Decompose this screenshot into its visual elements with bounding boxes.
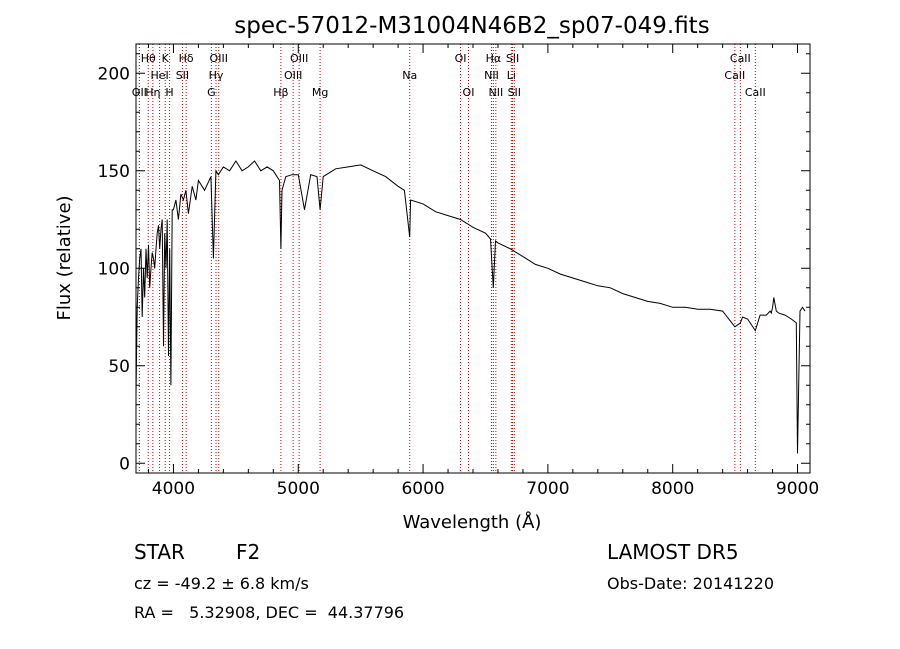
y-tick-label: 150 — [98, 162, 130, 182]
spectral-line-label: NII — [488, 86, 503, 99]
x-tick-label: 8000 — [651, 479, 694, 499]
object-class: STAR — [134, 540, 185, 564]
object-subclass: F2 — [236, 540, 261, 564]
spectral-line-label: SII — [506, 52, 519, 65]
x-tick-label: 4000 — [152, 479, 195, 499]
spectral-line-label: NII — [484, 69, 499, 82]
chart-title: spec-57012-M31004N46B2_sp07-049.fits — [234, 13, 709, 39]
spectral-line-label: Na — [402, 69, 417, 82]
spectral-line-label: Hγ — [209, 69, 224, 82]
spectral-line-label: SII — [508, 86, 521, 99]
spectral-line-label: Hδ — [179, 52, 194, 65]
redshift-velocity: cz = -49.2 ± 6.8 km/s — [134, 574, 309, 593]
spectral-line-label: Hθ — [141, 52, 156, 65]
spectral-line-label: HeI — [150, 69, 168, 82]
spectral-line-label: Mg — [312, 86, 328, 99]
spectral-line-label: CaII — [724, 69, 745, 82]
y-tick-label: 100 — [98, 259, 130, 279]
observation-date: Obs-Date: 20141220 — [607, 574, 775, 593]
spectral-line-label: OI — [463, 86, 475, 99]
spectral-line-label: OIII — [210, 52, 228, 65]
coordinates: RA = 5.32908, DEC = 44.37796 — [134, 603, 405, 622]
y-tick-label: 200 — [98, 64, 130, 84]
spectral-line-label: CaII — [745, 86, 766, 99]
y-tick-label: 0 — [119, 454, 130, 474]
axis-ticks-layer: 4000 5000 6000 7000 8000 9000 0 50 100 150 200 — [98, 44, 819, 499]
x-tick-label: 5000 — [277, 479, 320, 499]
spectral-line-label: G — [207, 86, 216, 99]
spectrum-line — [135, 160, 806, 454]
survey-name: LAMOST DR5 — [607, 540, 739, 564]
y-tick-label: 50 — [108, 357, 130, 377]
spectral-line-label: Hβ — [273, 86, 288, 99]
y-axis-label: Flux (relative) — [54, 195, 75, 320]
spectral-line-label: OIII — [284, 69, 302, 82]
x-axis-label: Wavelength (Å) — [403, 511, 542, 533]
spectral-line-label: OIII — [290, 52, 308, 65]
x-tick-label: 6000 — [401, 479, 444, 499]
spectral-line-label: SII — [176, 69, 189, 82]
plot-frame — [135, 43, 811, 474]
spectral-line-label: Hη — [145, 86, 160, 99]
spectral-line-label: H — [165, 86, 173, 99]
x-tick-label: 7000 — [526, 479, 569, 499]
x-tick-label: 9000 — [776, 479, 819, 499]
spectral-line-label: Hα — [486, 52, 502, 65]
spectral-line-label: CaII — [730, 52, 751, 65]
spectral-line-label: K — [162, 52, 170, 65]
emission-lines-layer: OIIHθHηHeIKHSIIHδGHγOIIIHβOIIIOIIIMgNaOI… — [132, 44, 766, 473]
spectral-line-label: Li — [507, 69, 516, 82]
spectral-line-label: OI — [455, 52, 467, 65]
